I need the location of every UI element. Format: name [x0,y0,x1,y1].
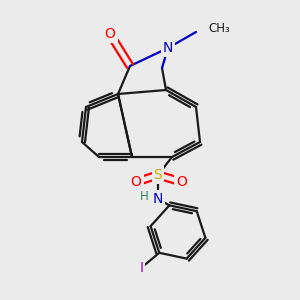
Text: N: N [153,192,163,206]
Text: O: O [105,27,116,41]
Text: S: S [154,168,162,182]
Text: N: N [163,41,173,55]
Text: I: I [139,261,143,275]
Text: H: H [140,190,148,203]
Text: CH₃: CH₃ [208,22,230,35]
Text: O: O [177,175,188,189]
Text: O: O [130,175,141,189]
